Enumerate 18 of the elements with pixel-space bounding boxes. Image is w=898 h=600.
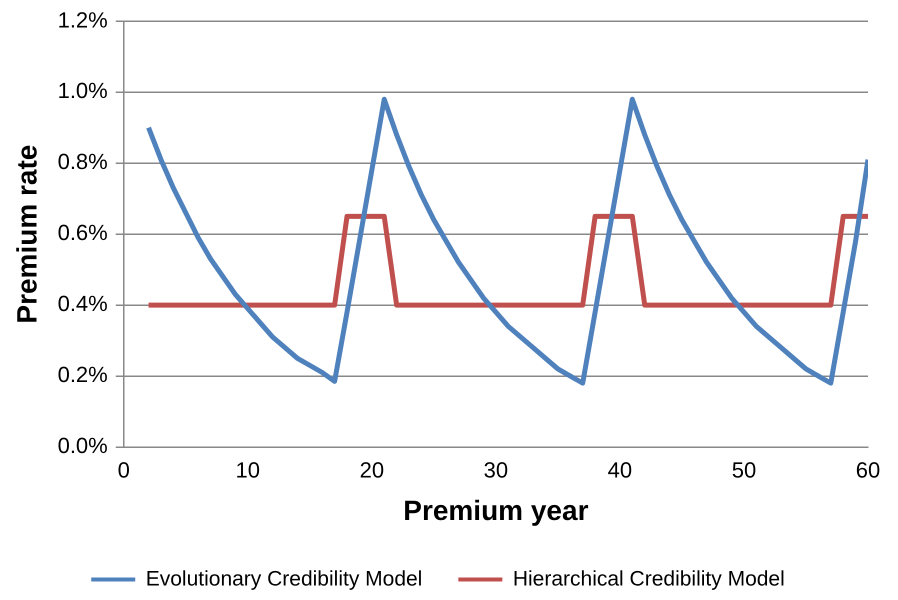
x-tick-label: 40 (608, 457, 632, 482)
y-tick-label: 0.4% (58, 291, 108, 316)
legend-label: Evolutionary Credibility Model (146, 567, 422, 590)
x-tick-label: 0 (118, 457, 130, 482)
y-tick-label: 0.6% (58, 220, 108, 246)
y-tick-label: 1.0% (58, 78, 108, 104)
y-axis-title: Premium rate (12, 144, 43, 324)
y-tick-label: 1.2% (58, 7, 108, 32)
y-tick-label: 0.8% (58, 149, 108, 174)
x-tick-label: 10 (236, 457, 260, 482)
x-axis-title: Premium year (403, 494, 589, 526)
x-tick-label: 20 (360, 457, 384, 482)
y-tick-label: 0.2% (58, 362, 108, 388)
x-tick-label: 50 (732, 457, 756, 482)
legend-label: Hierarchical Credibility Model (512, 567, 785, 590)
x-tick-label: 30 (484, 457, 508, 482)
x-tick-label: 60 (856, 457, 880, 482)
y-tick-label: 0.0% (58, 433, 108, 458)
